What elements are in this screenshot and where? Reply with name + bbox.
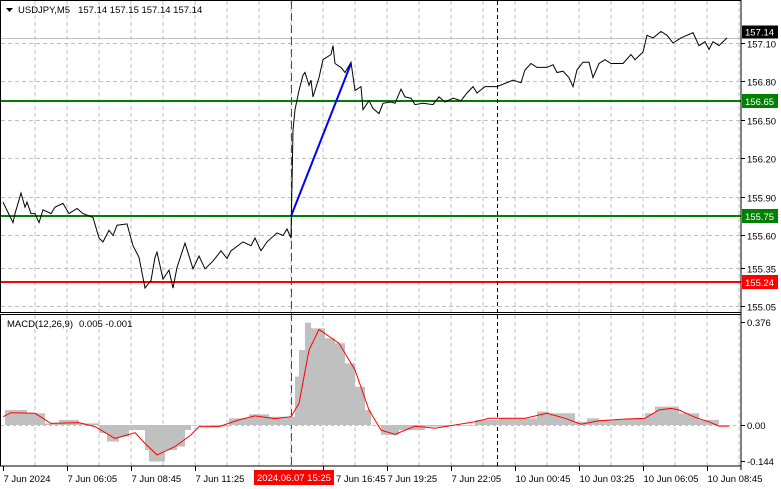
- macd-histogram-bar: [107, 425, 119, 442]
- macd-histogram-bar: [27, 413, 45, 425]
- time-tick-label: 7 Jun 08:45: [132, 474, 182, 485]
- macd-histogram-bar: [5, 410, 27, 425]
- macd-histogram-bar: [311, 328, 325, 425]
- macd-histogram-bar: [355, 386, 365, 425]
- price-level-label: 156.65: [745, 97, 774, 108]
- price-tick-label: 156.20: [747, 155, 776, 166]
- macd-values: 0.005 -0.001: [79, 319, 132, 330]
- macd-histogram-bar: [79, 423, 99, 425]
- macd-histogram-bar: [475, 419, 499, 425]
- ohlc-values: 157.14 157.15 157.14 157.14: [78, 5, 202, 16]
- price-level-tag: [742, 94, 778, 108]
- current-price-tag: [742, 25, 778, 39]
- time-tick-label: 7 Jun 2024: [4, 474, 51, 485]
- cursor-time-tag: [254, 470, 334, 485]
- macd-histogram-bar: [365, 410, 371, 425]
- price-tick-label: 155.35: [747, 265, 776, 276]
- price-level-tag: [742, 209, 778, 223]
- time-tick-label: 7 Jun 11:25: [196, 474, 245, 485]
- price-tick-label: 156.50: [747, 117, 776, 128]
- macd-indicator: [2, 322, 731, 462]
- macd-histogram-bar: [499, 418, 525, 425]
- macd-histogram-bar: [209, 425, 229, 427]
- time-tick-label: 7 Jun 16:45: [336, 474, 386, 485]
- time-tick-label: 10 Jun 03:25: [580, 474, 635, 485]
- macd-histogram-bar: [45, 423, 59, 425]
- axes: 157.10 156.80 156.50 156.20 155.90 155.60 155.…: [3, 25, 778, 485]
- price-tick-label: 156.80: [747, 78, 776, 89]
- macd-histogram-bar: [371, 425, 381, 426]
- price-tick-label: 157.10: [747, 40, 776, 51]
- macd-histogram-bar: [149, 425, 165, 462]
- macd-histogram-bar: [381, 425, 399, 435]
- price-tick-label: 155.60: [747, 232, 776, 243]
- time-tick-label: 10 Jun 00:45: [516, 474, 571, 485]
- current-price-label: 157.14: [745, 28, 774, 39]
- price-tick-label: 155.05: [747, 303, 776, 314]
- symbol-label: USDJPY,M5: [18, 5, 70, 16]
- macd-histogram-bar: [191, 425, 209, 426]
- macd-histogram-bar: [145, 425, 149, 451]
- macd-histogram-bar: [345, 363, 355, 425]
- macd-tick-label: -0.144: [747, 457, 774, 468]
- macd-signal-line: [2, 328, 729, 456]
- macd-histogram-bar: [699, 419, 719, 425]
- horizontal-levels[interactable]: [1, 38, 741, 283]
- macd-histogram-bar: [655, 406, 665, 425]
- macd-histogram-bar: [599, 419, 625, 425]
- macd-histogram-bar: [719, 425, 729, 426]
- macd-histogram-bar: [449, 425, 475, 426]
- time-tick-label: 7 Jun 06:05: [68, 474, 118, 485]
- macd-histogram-bar: [249, 414, 269, 425]
- macd-histogram-bar: [165, 425, 177, 451]
- macd-histogram-bar: [129, 425, 145, 431]
- macd-histogram-bar: [119, 425, 129, 437]
- macd-histogram-bar: [335, 343, 345, 425]
- macd-histogram-bar: [229, 418, 249, 425]
- price-series: [2, 30, 728, 290]
- triangle-down-icon[interactable]: [6, 8, 13, 12]
- time-tick-label: 7 Jun 22:05: [452, 474, 502, 485]
- macd-histogram-bar: [269, 416, 289, 425]
- cursor-time-label: 2024.06.07 15:25: [257, 473, 331, 484]
- macd-histogram-bar: [549, 413, 575, 425]
- macd-tick-label: 0.376: [747, 318, 771, 329]
- time-tick-label: 10 Jun 06:05: [644, 474, 699, 485]
- time-tick-label: 7 Jun 19:25: [388, 474, 438, 485]
- macd-histogram-bar: [625, 418, 645, 425]
- macd-histogram-bar: [177, 425, 185, 447]
- macd-histogram-bar: [305, 322, 311, 425]
- macd-histogram-bar: [665, 406, 679, 425]
- macd-histogram-bar: [645, 413, 655, 425]
- price-level-tag: [742, 275, 778, 289]
- macd-histogram-bar: [289, 416, 295, 425]
- macd-histogram-bar: [575, 421, 587, 425]
- macd-histogram-bar: [295, 376, 299, 425]
- price-tick-label: 155.90: [747, 194, 776, 205]
- time-tick-label: 10 Jun 08:45: [708, 474, 763, 485]
- price-level-label: 155.24: [745, 278, 774, 289]
- macd-histogram-bar: [729, 425, 731, 426]
- macd-histogram-bar: [525, 418, 537, 425]
- macd-title: MACD(12,26,9): [7, 319, 73, 330]
- price-level-label: 155.75: [745, 212, 774, 223]
- macd-histogram-bar: [425, 425, 449, 427]
- macd-tick-label: 0.00: [747, 421, 766, 432]
- macd-histogram-bar: [679, 413, 699, 425]
- macd-histogram-bar: [185, 425, 191, 431]
- macd-histogram-bar: [99, 425, 107, 434]
- macd-histogram-bar: [325, 338, 335, 425]
- price-line: [2, 30, 728, 290]
- trend-line[interactable]: [290, 63, 352, 217]
